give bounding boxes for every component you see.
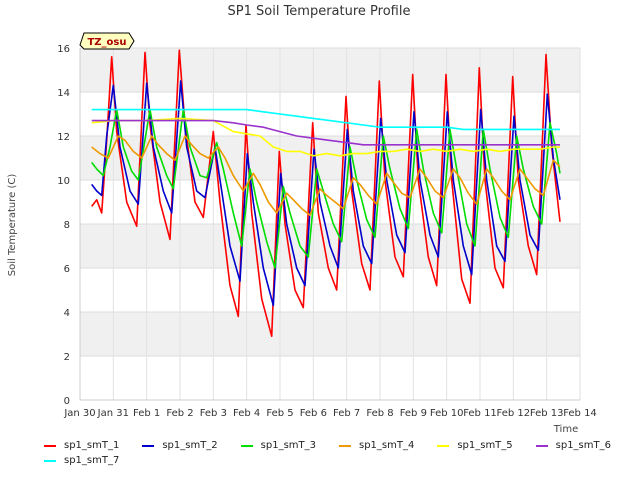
legend: sp1_smT_1 sp1_smT_2 sp1_smT_3 sp1_smT_4 sp1_… (44, 438, 634, 468)
x-tick-label: Feb 4 (233, 408, 260, 419)
y-tick-label: 4 (64, 308, 70, 319)
y-axis-ticks: 0 2 4 6 8 10 12 14 16 (57, 44, 70, 407)
x-tick-label: Feb 3 (200, 408, 227, 419)
series-line-sp1_smT_1 (91, 49, 561, 337)
series-line-sp1_smT_7 (91, 108, 560, 131)
x-tick-label: Feb 9 (400, 408, 427, 419)
x-axis-ticks: Jan 30 Jan 31 Feb 1 Feb 2 Feb 3 Feb 4 Feb 5 Feb… (63, 408, 596, 419)
y-tick-label: 14 (57, 88, 70, 99)
x-tick-label: Feb 11 (463, 408, 497, 419)
legend-row: sp1_smT_7 (44, 453, 634, 468)
plot-band (80, 312, 580, 356)
x-tick-label: Jan 31 (97, 408, 129, 419)
legend-item-sp1_smT_5: sp1_smT_5 (437, 440, 535, 451)
x-tick-label: Feb 1 (133, 408, 160, 419)
series-line-sp1_smT_6 (91, 119, 560, 146)
tz-annotation: TZ_osu (79, 32, 135, 50)
legend-item-sp1_smT_6: sp1_smT_6 (535, 440, 634, 451)
legend-swatch (535, 444, 548, 447)
legend-swatch (142, 444, 155, 447)
x-tick-label: Feb 10 (430, 408, 464, 419)
legend-swatch (240, 444, 253, 447)
y-tick-label: 10 (57, 176, 70, 187)
x-tick-label: Feb 12 (497, 408, 531, 419)
y-tick-label: 2 (64, 352, 70, 363)
legend-label: sp1_smT_3 (260, 440, 316, 451)
legend-item-sp1_smT_1: sp1_smT_1 (44, 440, 142, 451)
x-tick-label: Feb 8 (366, 408, 393, 419)
x-tick-label: Feb 13 (530, 408, 564, 419)
x-axis-label: Time (553, 424, 578, 435)
y-axis-label: Soil Temperature (C) (7, 174, 18, 277)
legend-item-sp1_smT_4: sp1_smT_4 (338, 440, 437, 451)
legend-swatch (44, 459, 56, 462)
y-tick-label: 6 (64, 264, 70, 275)
chart-title: SP1 Soil Temperature Profile (228, 4, 411, 19)
legend-label: sp1_smT_5 (457, 440, 513, 451)
legend-label: sp1_smT_2 (162, 440, 218, 451)
y-tick-label: 8 (64, 220, 70, 231)
legend-label: sp1_smT_7 (64, 455, 120, 466)
y-tick-label: 0 (64, 396, 70, 407)
plot-band (80, 136, 580, 180)
series-line-sp1_smT_4 (91, 135, 561, 216)
legend-item-sp1_smT_7: sp1_smT_7 (44, 455, 149, 466)
x-tick-label: Feb 7 (333, 408, 360, 419)
y-tick-label: 16 (57, 44, 70, 55)
y-tick-label: 12 (57, 132, 70, 143)
x-tick-label: Feb 6 (300, 408, 327, 419)
legend-label: sp1_smT_4 (358, 440, 415, 451)
x-tick-label: Feb 5 (266, 408, 293, 419)
legend-item-sp1_smT_2: sp1_smT_2 (142, 440, 240, 451)
plot-band (80, 48, 580, 92)
series-lines (91, 49, 561, 337)
legend-swatch (437, 444, 450, 447)
legend-item-sp1_smT_3: sp1_smT_3 (240, 440, 339, 451)
x-tick-label: Feb 14 (563, 408, 597, 419)
tz-annotation-label: TZ_osu (87, 37, 126, 48)
x-tick-label: Jan 30 (63, 408, 95, 419)
legend-label: sp1_smT_1 (64, 440, 120, 451)
x-tick-label: Feb 2 (166, 408, 193, 419)
legend-swatch (44, 444, 56, 447)
legend-label: sp1_smT_6 (555, 440, 611, 451)
legend-row: sp1_smT_1 sp1_smT_2 sp1_smT_3 sp1_smT_4 sp1_… (44, 438, 634, 453)
legend-swatch (338, 444, 351, 447)
series-line-sp1_smT_5 (91, 117, 560, 157)
